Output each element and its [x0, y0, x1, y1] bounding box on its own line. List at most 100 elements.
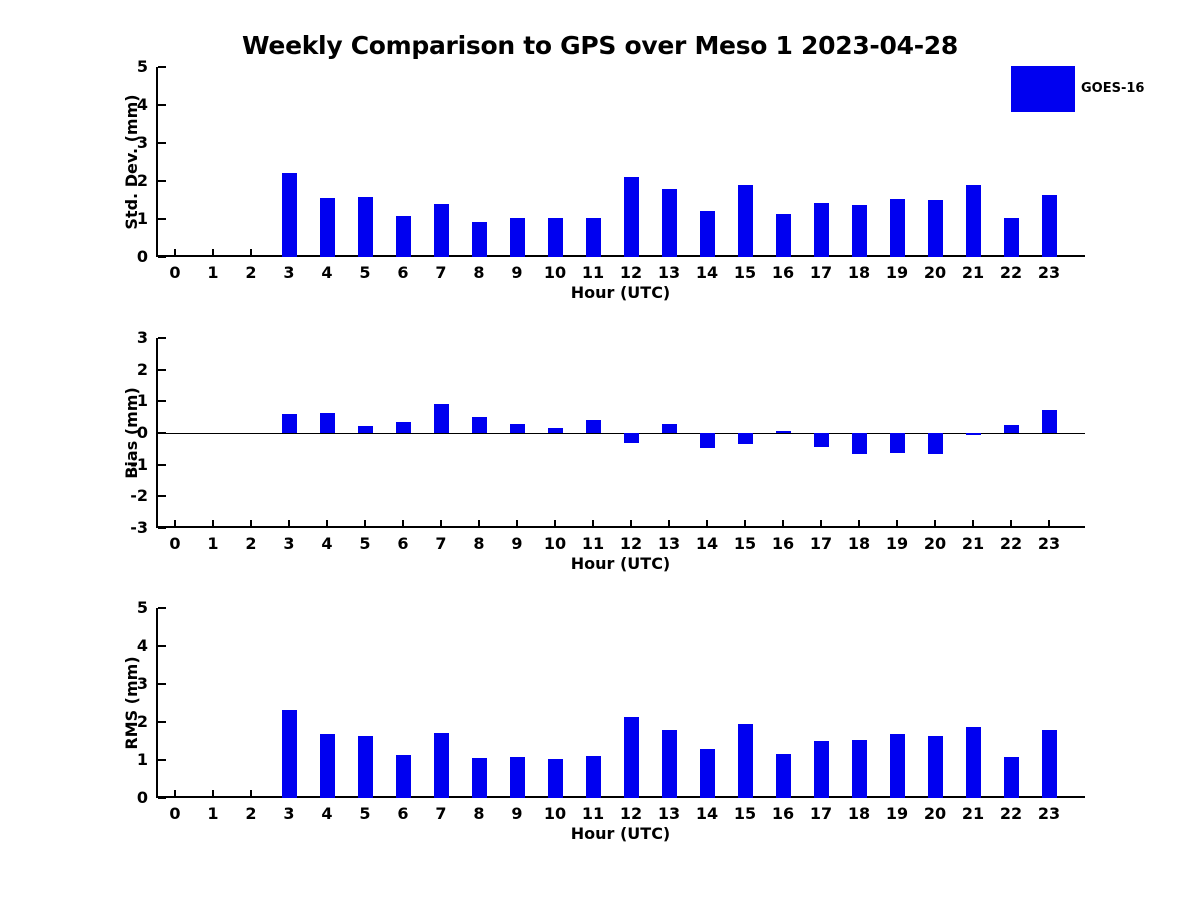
y-tick	[158, 797, 166, 799]
bar-hour-20	[927, 200, 943, 257]
bar-hour-21	[965, 433, 981, 435]
bar-hour-19	[889, 433, 905, 453]
bar-hour-12	[623, 433, 639, 444]
y-tick-label: 1	[136, 750, 148, 769]
x-tick-label: 23	[1037, 534, 1061, 553]
x-tick-label: 1	[207, 534, 219, 553]
x-tick-label: 0	[169, 804, 181, 823]
x-tick	[858, 520, 860, 526]
bar-hour-21	[965, 185, 981, 257]
x-tick	[174, 790, 176, 796]
x-tick-label: 21	[961, 534, 985, 553]
x-tick-label: 2	[245, 263, 257, 282]
x-tick-label: 8	[473, 804, 485, 823]
x-tick-label: 9	[511, 804, 523, 823]
x-tick	[972, 520, 974, 526]
x-tick-label: 3	[283, 804, 295, 823]
bar-hour-21	[965, 726, 981, 798]
y-tick	[158, 683, 166, 685]
x-tick	[706, 520, 708, 526]
x-tick-label: 21	[961, 804, 985, 823]
y-tick	[158, 400, 166, 403]
y-tick-label: 1	[136, 209, 148, 228]
x-tick	[820, 520, 822, 526]
bar-hour-3	[281, 710, 297, 798]
x-tick-label: 4	[321, 534, 333, 553]
y-tick-label: 2	[136, 171, 148, 190]
bar-hour-5	[357, 736, 373, 798]
zero-line	[156, 432, 1085, 434]
x-tick-label: 1	[207, 263, 219, 282]
bar-hour-19	[889, 733, 905, 798]
x-tick-label: 23	[1037, 804, 1061, 823]
x-tick-label: 16	[771, 534, 795, 553]
bar-hour-11	[585, 756, 601, 798]
x-tick-label: 10	[543, 804, 567, 823]
bar-hour-5	[357, 426, 373, 433]
x-tick	[174, 249, 176, 255]
x-tick	[516, 520, 518, 526]
x-tick	[250, 249, 252, 255]
bar-hour-16	[775, 214, 791, 257]
bar-hour-3	[281, 172, 297, 257]
bar-hour-4	[319, 413, 335, 433]
y-tick-label: -2	[130, 486, 148, 506]
y-tick	[158, 463, 166, 466]
subplot-rms: RMS (mm) Hour (UTC) 0 1 2 3 4 5 0 1 2 3 4 5 6 7 8 9 10 11…	[122, 598, 1085, 843]
x-tick	[934, 520, 936, 526]
x-tick-label: 16	[771, 263, 795, 282]
y-tick	[158, 527, 166, 529]
x-tick-label: 20	[923, 804, 947, 823]
y-tick-label: 4	[136, 95, 148, 114]
y-tick-label: 0	[136, 247, 148, 266]
bar-hour-19	[889, 198, 905, 257]
x-tick-label: 17	[809, 263, 833, 282]
x-tick-label: 1	[207, 804, 219, 823]
x-tick-label: 0	[169, 263, 181, 282]
x-tick	[668, 520, 670, 526]
y-tick	[158, 645, 166, 647]
x-tick-label: 11	[581, 534, 605, 553]
y-tick-label: 2	[136, 359, 148, 379]
bar-hour-13	[661, 189, 677, 257]
x-tick-label: 19	[885, 534, 909, 553]
x-tick-label: 7	[435, 534, 447, 553]
bar-hour-18	[851, 433, 867, 454]
x-tick-label: 4	[321, 804, 333, 823]
y-tick-label: -1	[130, 454, 148, 474]
bar-hour-8	[471, 417, 487, 433]
bar-hour-4	[319, 198, 335, 257]
x-tick	[630, 520, 632, 526]
bar-hour-11	[585, 419, 601, 433]
x-tick-label: 11	[581, 263, 605, 282]
bar-hour-10	[547, 217, 563, 257]
x-tick-label: 7	[435, 263, 447, 282]
x-tick-label: 14	[695, 263, 719, 282]
y-tick	[158, 180, 166, 182]
bar-hour-9	[509, 217, 525, 257]
bar-hour-15	[737, 184, 753, 257]
y-tick	[158, 142, 166, 144]
x-tick-label: 4	[321, 263, 333, 282]
x-tick-label: 16	[771, 804, 795, 823]
x-tick	[326, 520, 328, 526]
chart-title: Weekly Comparison to GPS over Meso 1 202…	[242, 31, 958, 60]
bar-hour-15	[737, 723, 753, 798]
y-tick-label: 2	[136, 712, 148, 731]
y-tick-label: 3	[136, 674, 148, 693]
subplot-bias: Bias (mm) Hour (UTC) 3 2 1 0 -1 -2 -3 0 1 2 3 4 5 6 7 8…	[122, 328, 1085, 573]
x-tick-label: 3	[283, 263, 295, 282]
x-tick-label: 20	[923, 534, 947, 553]
x-axis-spine	[156, 526, 1085, 528]
bar-hour-7	[433, 733, 449, 798]
y-tick-label: 5	[136, 57, 148, 76]
x-tick-label: 21	[961, 263, 985, 282]
bar-hour-16	[775, 431, 791, 433]
x-tick	[1010, 520, 1012, 526]
bar-hour-9	[509, 757, 525, 798]
bar-hour-14	[699, 211, 715, 257]
bar-hour-10	[547, 428, 563, 433]
bar-hour-17	[813, 741, 829, 798]
x-tick	[440, 520, 442, 526]
x-tick-label: 8	[473, 263, 485, 282]
